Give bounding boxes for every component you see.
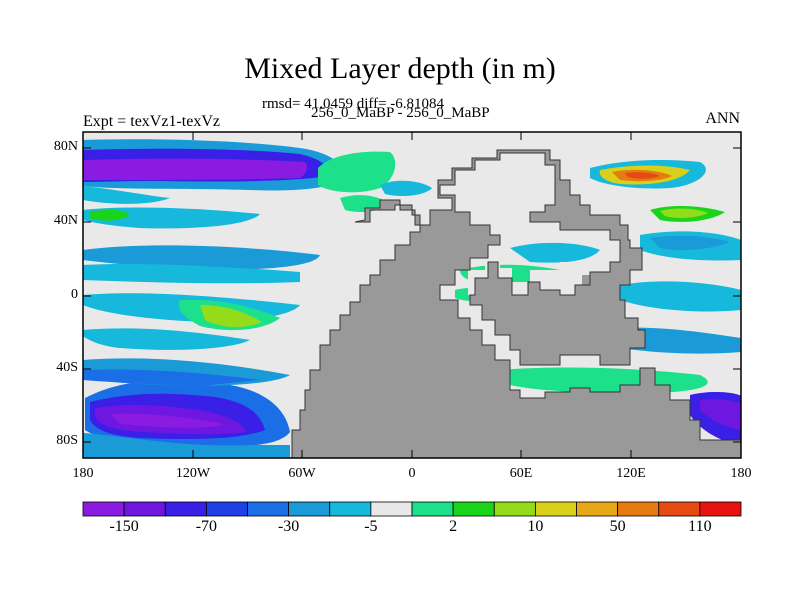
anomaly-fields <box>83 139 741 458</box>
expt-label: Expt = texVz1-texVz <box>83 113 220 130</box>
colorbar-swatch <box>82 501 125 517</box>
colorbar-swatch <box>576 501 619 517</box>
colorbar-swatch <box>534 501 577 517</box>
colorbar-label: 2 <box>449 518 458 535</box>
stats-text: rmsd= 41.0459 diff= -6.81084 <box>262 96 445 112</box>
lon-tick-label: 60E <box>509 466 533 481</box>
lon-tick-label: 120W <box>175 466 211 481</box>
lon-tick-label: 180 <box>730 466 752 481</box>
colorbar-label: -150 <box>109 518 139 535</box>
colorbar-swatch <box>658 501 701 517</box>
colorbar-swatch <box>452 501 495 517</box>
colorbar-swatch <box>123 501 166 517</box>
colorbar-swatch <box>164 501 207 517</box>
colorbar-label: 110 <box>688 518 712 535</box>
colorbar-swatch <box>699 501 742 517</box>
lat-tick-label: 80N <box>53 139 78 154</box>
colorbar-label: -5 <box>364 518 378 535</box>
lat-tick-label: 80S <box>56 433 78 448</box>
colorbar-swatch <box>617 501 660 517</box>
lon-tick-label: 60W <box>288 466 316 481</box>
lat-tick-label: 40S <box>56 360 78 375</box>
colorbar-swatch <box>247 501 290 517</box>
colorbar-label: -70 <box>195 518 218 535</box>
lon-tick-label: 120E <box>616 466 646 481</box>
colorbar-label: 10 <box>527 518 544 535</box>
colorbar-swatch <box>288 501 331 517</box>
colorbar-swatch <box>205 501 248 517</box>
lon-tick-label: 180 <box>72 466 94 481</box>
colorbar-label: 50 <box>609 518 626 535</box>
colorbar <box>82 501 742 517</box>
case-text: 256_0_MaBP - 256_0_MaBP <box>311 105 490 121</box>
lat-tick-label: 40N <box>53 213 78 228</box>
chart-title: Mixed Layer depth (in m) <box>244 52 556 85</box>
colorbar-swatch <box>411 501 454 517</box>
colorbar-swatch <box>493 501 536 517</box>
colorbar-swatch <box>370 501 413 517</box>
lat-tick-label: 0 <box>71 287 78 302</box>
colorbar-swatch <box>329 501 372 517</box>
colorbar-label: -30 <box>277 518 300 535</box>
lon-tick-label: 0 <box>408 466 416 481</box>
period-label: ANN <box>705 110 740 127</box>
tick-marks <box>82 132 742 458</box>
